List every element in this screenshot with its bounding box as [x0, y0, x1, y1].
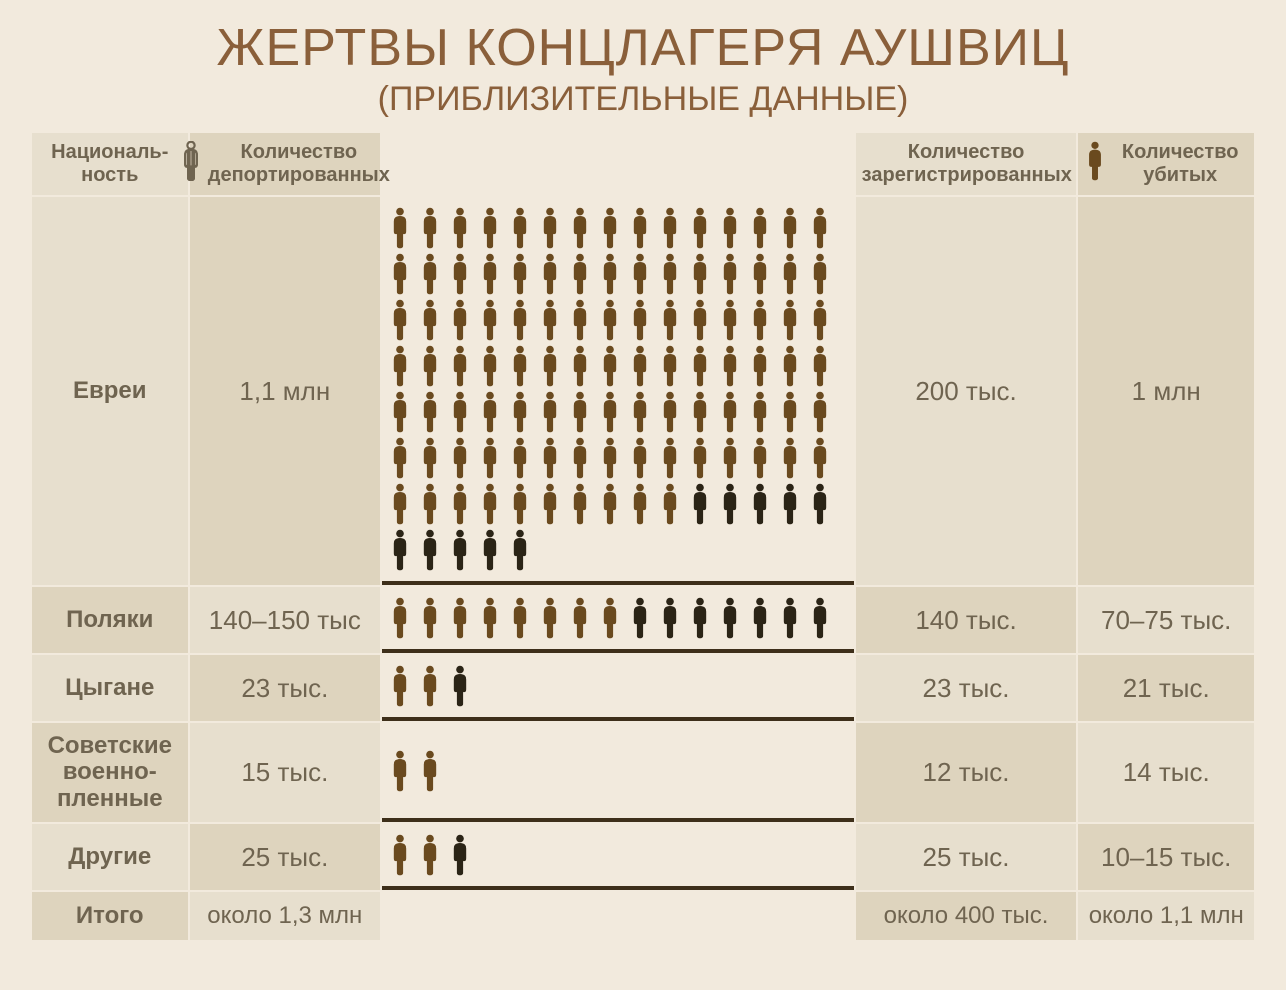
- row-registered: 140 тыс.: [915, 605, 1016, 635]
- total-killed: около 1,1 млн: [1089, 902, 1244, 929]
- row-deported: 140–150 тыс: [209, 605, 361, 635]
- row-deported: 15 тыс.: [241, 757, 328, 787]
- header-nationality-label: Националь­ность: [51, 141, 168, 186]
- total-registered: около 400 тыс.: [884, 902, 1049, 929]
- row-registered: 25 тыс.: [923, 842, 1010, 872]
- row-deported: 1,1 млн: [239, 376, 330, 406]
- total-deported: около 1,3 млн: [207, 902, 362, 929]
- row-registered: 23 тыс.: [923, 673, 1010, 703]
- row-pictogram: [382, 824, 854, 890]
- person-outline-icon: [180, 141, 202, 187]
- row-pictogram: [382, 723, 854, 822]
- total-label: Итого: [76, 902, 144, 929]
- data-table: Националь­ность Количество депортированн…: [30, 131, 1256, 942]
- row-pictogram: [382, 587, 854, 653]
- header-nationality: Националь­ность: [32, 133, 188, 195]
- row-killed: 21 тыс.: [1123, 673, 1210, 703]
- row-registered: 200 тыс.: [915, 376, 1016, 406]
- row-killed: 70–75 тыс.: [1101, 605, 1231, 635]
- header-pictogram-spacer: [382, 133, 854, 195]
- header-deported: Количество депортированных: [190, 133, 381, 195]
- table-row: Другие 25 тыс. 25 тыс. 10–15 тыс.: [32, 824, 1254, 890]
- table-header-row: Националь­ность Количество депортированн…: [32, 133, 1254, 195]
- header-deported-label: Количество депортированных: [208, 141, 390, 187]
- row-deported: 25 тыс.: [241, 842, 328, 872]
- table-row: Евреи 1,1 млн 200 тыс. 1 млн: [32, 197, 1254, 585]
- row-killed: 10–15 тыс.: [1101, 842, 1231, 872]
- table-total-row: Итого около 1,3 млн около 400 тыс. около 1,…: [32, 892, 1254, 940]
- header-registered-label: Количество зарегистрированных: [862, 141, 1072, 186]
- table-body: Евреи 1,1 млн 200 тыс. 1 млн Поляки 140–150 т…: [32, 197, 1254, 940]
- person-filled-icon: [1084, 141, 1106, 187]
- header-killed: Количество убитых: [1078, 133, 1254, 195]
- row-killed: 1 млн: [1132, 376, 1201, 406]
- table-row: Советские военно­пленные 15 тыс. 12 тыс. 14…: [32, 723, 1254, 822]
- row-deported: 23 тыс.: [241, 673, 328, 703]
- header-registered: Количество зарегистрированных: [856, 133, 1077, 195]
- row-pictogram: [382, 197, 854, 585]
- total-pictogram-spacer: [382, 892, 854, 940]
- row-label: Цыгане: [65, 674, 154, 701]
- row-killed: 14 тыс.: [1123, 757, 1210, 787]
- row-label: Евреи: [73, 377, 147, 404]
- row-registered: 12 тыс.: [923, 757, 1010, 787]
- row-label: Поляки: [66, 606, 153, 633]
- page-title: ЖЕРТВЫ КОНЦЛАГЕРЯ АУШВИЦ: [30, 18, 1256, 78]
- row-pictogram: [382, 655, 854, 721]
- table-row: Цыгане 23 тыс. 23 тыс. 21 тыс.: [32, 655, 1254, 721]
- row-label: Советские военно­пленные: [48, 732, 172, 812]
- header-killed-label: Количество убитых: [1112, 141, 1248, 187]
- infographic-root: ЖЕРТВЫ КОНЦЛАГЕРЯ АУШВИЦ (ПРИБЛИЗИТЕЛЬНЫ…: [0, 0, 1286, 990]
- row-label: Другие: [68, 843, 151, 870]
- table-row: Поляки 140–150 тыс 140 тыс. 70–75 тыс.: [32, 587, 1254, 653]
- page-subtitle: (ПРИБЛИЗИТЕЛЬНЫЕ ДАННЫЕ): [30, 80, 1256, 119]
